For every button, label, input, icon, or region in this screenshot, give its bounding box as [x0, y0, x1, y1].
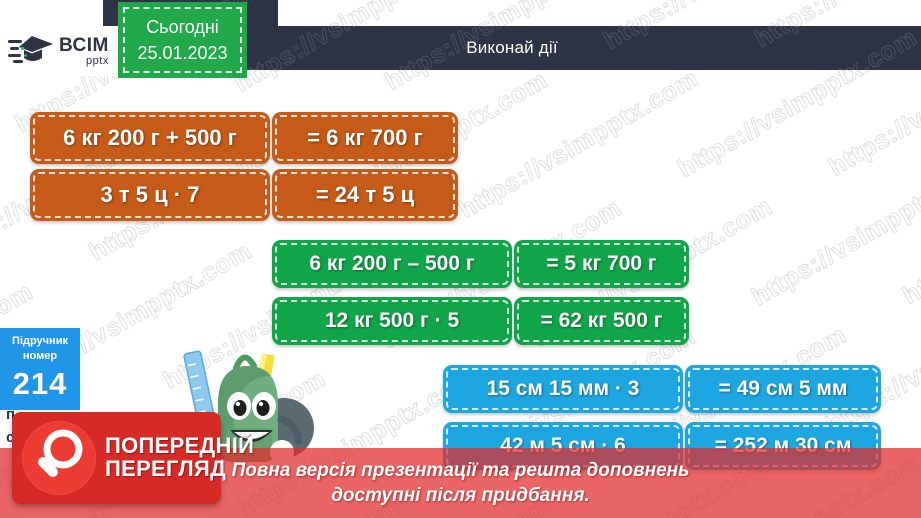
equation-result-text: = 49 см 5 мм: [718, 377, 848, 400]
equation-expression-text: 12 кг 500 г · 5: [324, 309, 460, 332]
equation-expression[interactable]: 15 см 15 мм · 3: [443, 365, 683, 413]
equation-result[interactable]: = 49 см 5 мм: [685, 365, 881, 413]
logo-subtext: pptx: [86, 54, 109, 67]
equation-expression-text: 15 см 15 мм · 3: [486, 377, 640, 400]
date-badge-label: Сьогодні: [146, 16, 219, 37]
equation-result-text: = 24 т 5 ц: [315, 182, 415, 207]
equation-result[interactable]: = 62 кг 500 г: [514, 297, 689, 345]
purchase-notice-line2: доступні після придбання.: [331, 485, 590, 506]
preview-badge-label: ПОПЕРЕДНІЙ ПЕРЕГЛЯД: [105, 435, 254, 480]
equation-expression-text: 6 кг 200 г + 500 г: [63, 125, 237, 150]
equation-result-text: = 6 кг 700 г: [307, 125, 423, 150]
textbook-label-line2: номер: [22, 349, 58, 362]
equation-expression-text: 6 кг 200 г – 500 г: [309, 252, 475, 275]
preview-badge: ПОПЕРЕДНІЙ ПЕРЕГЛЯД: [12, 412, 254, 504]
equation-result-text: = 62 кг 500 г: [540, 309, 663, 332]
logo-wordmark: ВСІМ: [59, 34, 109, 56]
equation-expression[interactable]: 6 кг 200 г + 500 г: [30, 112, 270, 164]
obscured-text-line1: п: [6, 406, 16, 423]
preview-badge-line2: ПЕРЕГЛЯД: [105, 456, 227, 481]
equation-expression[interactable]: 12 кг 500 г · 5: [272, 297, 512, 345]
brand-logo: ВСІМ pptx: [0, 26, 120, 76]
date-badge-value: 25.01.2023: [137, 43, 228, 63]
graduation-cap-icon: [8, 34, 54, 68]
equation-expression[interactable]: 6 кг 200 г – 500 г: [272, 240, 512, 288]
equation-result[interactable]: = 5 кг 700 г: [514, 240, 689, 288]
equation-result-text: = 5 кг 700 г: [546, 252, 657, 275]
page-title: Виконай дії: [466, 38, 558, 57]
textbook-label-line1: Підручник: [12, 335, 68, 347]
obscured-text: п с: [6, 404, 76, 449]
equation-result[interactable]: = 6 кг 700 г: [272, 112, 458, 164]
obscured-text-line2: с: [6, 428, 15, 446]
equation-result[interactable]: = 24 т 5 ц: [272, 169, 458, 221]
equation-expression-text: 3 т 5 ц · 7: [100, 182, 200, 207]
preview-badge-line1: ПОПЕРЕДНІЙ: [105, 433, 255, 459]
equation-expression[interactable]: 3 т 5 ц · 7: [30, 169, 270, 221]
textbook-number: 214: [12, 365, 68, 401]
magnifier-icon: [22, 421, 96, 495]
backpack-mascot: [178, 332, 324, 472]
textbook-reference-card: Підручник номер 214: [0, 328, 80, 410]
purchase-notice-line1: Повна версія презентації та решта доповн…: [231, 459, 690, 481]
date-badge: Сьогодні 25.01.2023: [118, 2, 247, 78]
